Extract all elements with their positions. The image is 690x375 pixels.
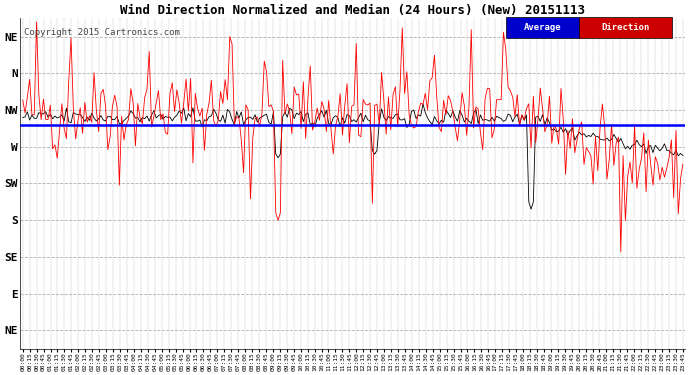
Title: Wind Direction Normalized and Median (24 Hours) (New) 20151113: Wind Direction Normalized and Median (24… <box>120 4 585 17</box>
Text: Copyright 2015 Cartronics.com: Copyright 2015 Cartronics.com <box>23 28 179 37</box>
Text: Average: Average <box>524 23 561 32</box>
Text: Direction: Direction <box>601 23 649 32</box>
FancyBboxPatch shape <box>506 16 579 38</box>
FancyBboxPatch shape <box>579 16 672 38</box>
